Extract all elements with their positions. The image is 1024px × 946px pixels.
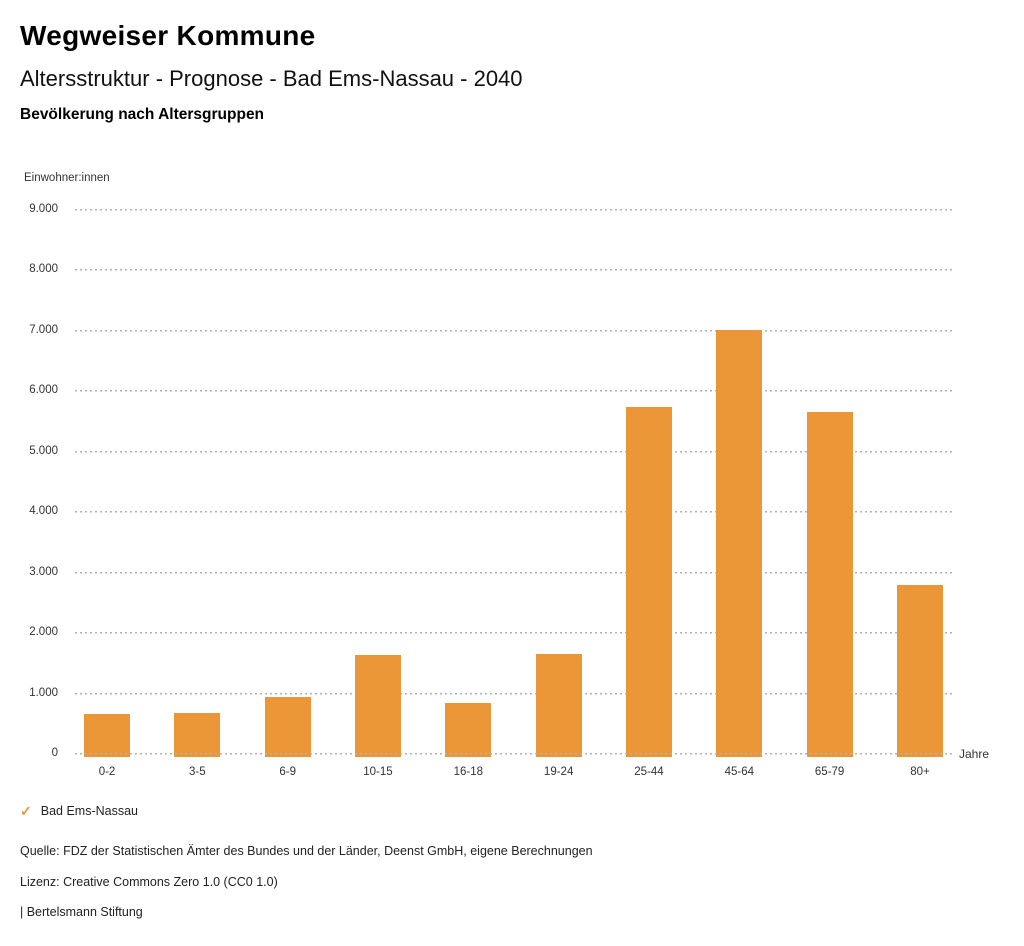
- gridline: [75, 269, 954, 272]
- x-tick-label: 19-24: [543, 766, 574, 778]
- y-tick-label: 5.000: [29, 444, 58, 457]
- bar-0-2[interactable]: [84, 713, 130, 757]
- y-tick-label: 4.000: [29, 505, 58, 518]
- source-text: Quelle: FDZ der Statistischen Ämter des …: [20, 844, 593, 858]
- bar-10-15[interactable]: [354, 654, 401, 757]
- bar-65-79[interactable]: [806, 411, 853, 757]
- y-axis-label: Einwohner:innen: [24, 172, 110, 184]
- attribution-text: | Bertelsmann Stiftung: [20, 905, 143, 919]
- checkmark-icon: ✓: [20, 803, 32, 819]
- gridline: [75, 571, 954, 574]
- gridline: [75, 450, 954, 453]
- y-tick-label: 2.000: [29, 626, 58, 639]
- bar-45-64[interactable]: [716, 330, 763, 757]
- x-tick-label: 16-18: [453, 766, 484, 778]
- y-tick-label: 0: [51, 747, 58, 759]
- x-tick-label: 10-15: [363, 766, 393, 778]
- y-tick-label: 3.000: [29, 565, 58, 578]
- bar-25-44[interactable]: [625, 406, 672, 757]
- page-title: Altersstruktur - Prognose - Bad Ems-Nass…: [20, 66, 523, 91]
- brand-title: Wegweiser Kommune: [20, 20, 316, 51]
- y-tick-label: 1.000: [29, 686, 58, 699]
- bar-19-24[interactable]: [535, 653, 582, 757]
- bar-3-5[interactable]: [174, 712, 221, 757]
- x-tick-label: 25-44: [634, 766, 664, 778]
- bar-6-9[interactable]: [264, 696, 311, 757]
- bar-80+[interactable]: [896, 585, 943, 757]
- gridline: [75, 329, 954, 332]
- gridline: [75, 632, 954, 635]
- y-tick-label: 9.000: [29, 202, 58, 215]
- x-tick-label: 45-64: [724, 766, 754, 778]
- y-tick-label: 7.000: [29, 323, 58, 336]
- gridline: [75, 511, 954, 514]
- gridline: [75, 692, 954, 695]
- x-tick-label: 80+: [910, 766, 930, 778]
- gridline: [75, 390, 954, 393]
- x-axis-label: Jahre: [959, 747, 990, 761]
- gridline: [75, 753, 954, 755]
- gridline: [75, 208, 954, 211]
- x-tick-label: 0-2: [98, 766, 116, 778]
- license-text: Lizenz: Creative Commons Zero 1.0 (CC0 1…: [20, 875, 278, 889]
- legend-item-bad-ems-nassau[interactable]: ✓ Bad Ems-Nassau: [20, 804, 138, 818]
- x-tick-label: 6-9: [279, 766, 296, 778]
- legend-label: Bad Ems-Nassau: [40, 804, 138, 818]
- bar-16-18[interactable]: [445, 702, 492, 757]
- x-tick-label: 65-79: [814, 766, 845, 778]
- x-tick-label: 3-5: [189, 766, 206, 778]
- chart-subtitle: Bevölkerung nach Altersgruppen: [20, 106, 265, 123]
- y-tick-label: 8.000: [29, 263, 58, 276]
- y-tick-label: 6.000: [29, 384, 58, 397]
